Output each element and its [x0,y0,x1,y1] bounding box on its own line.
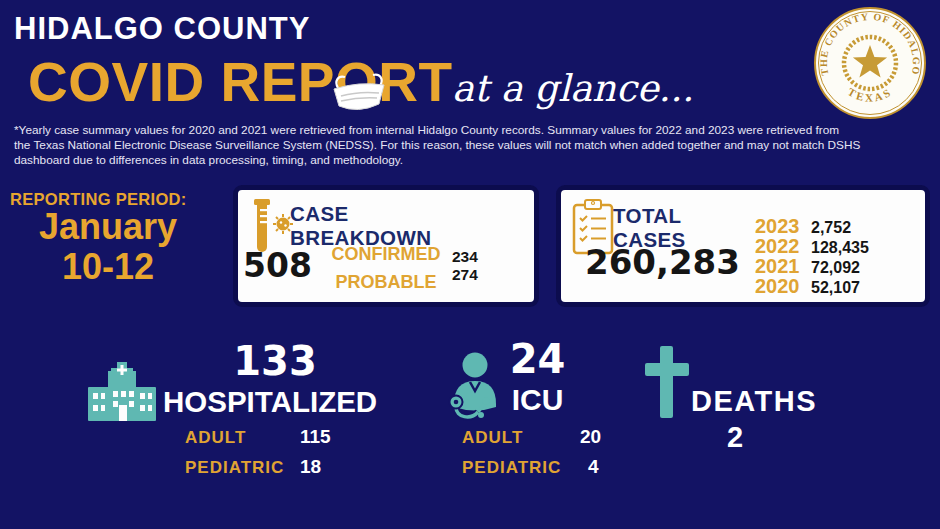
deaths-label: DEATHS [691,385,817,418]
case-breakdown-total: 508 [243,246,312,285]
reporting-period-days: 10-12 [4,247,212,287]
year-row: 2020 52,107 [755,275,869,295]
year-value: 2,752 [811,219,851,237]
year-value: 128,435 [811,239,869,257]
face-mask-icon [329,64,389,118]
memorial-cross-icon [645,346,689,422]
hospitalized-adult-value: 115 [300,426,331,448]
case-breakdown-labels: CONFIRMED PROBABLE [326,241,446,296]
hospitalized-pediatric-label: PEDIATRIC [185,458,284,478]
disclaimer-text: *Yearly case summary values for 2020 and… [14,123,860,169]
year-label: 2020 [755,275,805,298]
year-row: 20232,752 [755,215,869,235]
reporting-period-month: January [4,207,212,247]
hospitalized-label: HOSPITALIZED [163,385,377,419]
case-breakdown-card: CASE BREAKDOWN 508 CONFIRMED PROBABLE 23… [233,185,539,307]
reporting-period-value: January 10-12 [4,207,212,287]
icu-adult-label: ADULT [462,428,523,448]
case-breakdown-values: 234 274 [452,248,478,283]
total-cases-title-line1: TOTAL [613,204,686,228]
confirmed-label: CONFIRMED [326,241,446,269]
icu-label: ICU [495,383,580,417]
case-breakdown-title-line1: CASE [290,202,431,226]
disclaimer-line-2: the Texas National Electronic Disease Su… [14,138,860,153]
hospitalized-count: 133 [160,338,390,384]
hospitalized-adult-label: ADULT [185,428,246,448]
tagline: at a glance... [452,67,694,110]
confirmed-value: 234 [452,248,478,266]
year-value: 52,107 [811,279,860,297]
county-seal: THE COUNTY OF HIDALGO TEXAS [812,5,928,125]
icu-pediatric-label: PEDIATRIC [462,458,561,478]
hospital-icon [88,361,156,425]
icu-count: 24 [495,336,580,382]
year-row: 202172,092 [755,255,869,275]
hospitalized-pediatric-value: 18 [300,456,321,478]
disclaimer-line-1: *Yearly case summary values for 2020 and… [14,123,860,138]
deaths-count: 2 [685,421,785,454]
total-cases-total: 260,283 [585,242,740,282]
disclaimer-line-3: dashboard due to differences in data pro… [14,153,860,168]
probable-value: 274 [452,266,478,284]
doctor-icon [443,350,501,430]
covid-report-infographic: { "header": { "county": "HIDALGO COUNTY"… [0,0,940,529]
icu-adult-value: 20 [580,426,601,448]
icu-pediatric-value: 4 [588,456,599,478]
total-cases-card: TOTAL CASES 260,283 20232,752 2022128,43… [556,185,930,307]
county-title: HIDALGO COUNTY [14,11,310,47]
year-row: 2022128,435 [755,235,869,255]
probable-label: PROBABLE [326,269,446,297]
year-value: 72,092 [811,259,860,277]
total-cases-by-year: 20232,752 2022128,435 202172,092 2020 52,… [755,215,869,295]
